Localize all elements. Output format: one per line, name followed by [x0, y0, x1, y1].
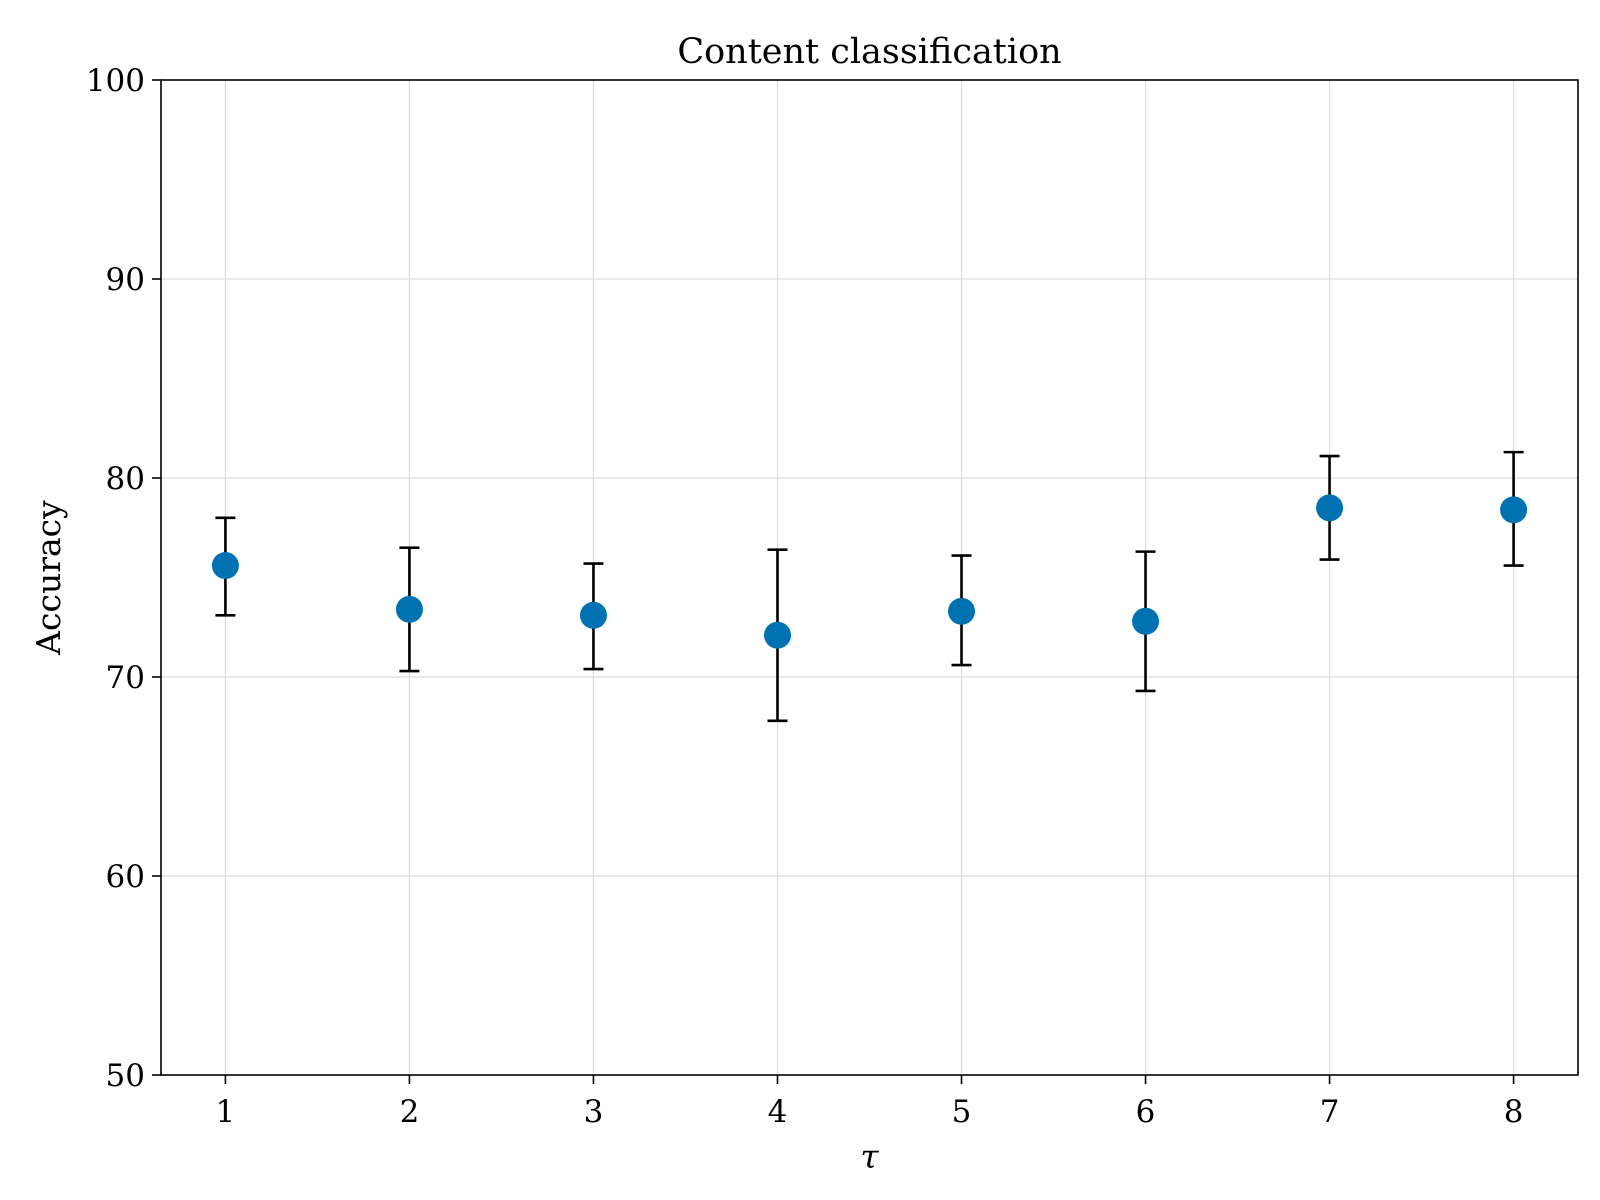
x-tick-label: 6 — [1136, 1094, 1156, 1130]
x-tick-label: 2 — [400, 1094, 420, 1130]
axis-ticks: 1 2 3 4 5 6 7 8 50 60 70 80 90 100 — [86, 63, 1524, 1130]
data-points — [211, 494, 1528, 649]
x-tick-label: 7 — [1320, 1094, 1340, 1130]
x-tick-label: 1 — [216, 1094, 236, 1130]
data-point — [1316, 494, 1344, 522]
x-tick-label: 5 — [952, 1094, 972, 1130]
chart-title: Content classification — [677, 32, 1061, 72]
x-tick-label: 8 — [1504, 1094, 1524, 1130]
data-point — [763, 621, 791, 649]
data-point — [1500, 496, 1528, 524]
y-axis-title: Accuracy — [29, 500, 68, 656]
y-tick-label: 70 — [106, 660, 145, 696]
data-point — [948, 597, 976, 625]
x-axis-title: τ — [860, 1137, 879, 1176]
y-tick-label: 100 — [86, 63, 145, 99]
data-point — [1132, 607, 1160, 635]
data-point — [579, 601, 607, 629]
x-tick-label: 3 — [584, 1094, 604, 1130]
plot-frame — [160, 79, 1579, 1076]
y-tick-label: 60 — [106, 859, 145, 895]
y-tick-label: 80 — [106, 461, 145, 497]
data-point — [211, 552, 239, 580]
x-tick-label: 4 — [768, 1094, 788, 1130]
y-tick-label: 50 — [106, 1058, 145, 1094]
data-point — [395, 595, 423, 623]
y-tick-label: 90 — [106, 262, 145, 298]
